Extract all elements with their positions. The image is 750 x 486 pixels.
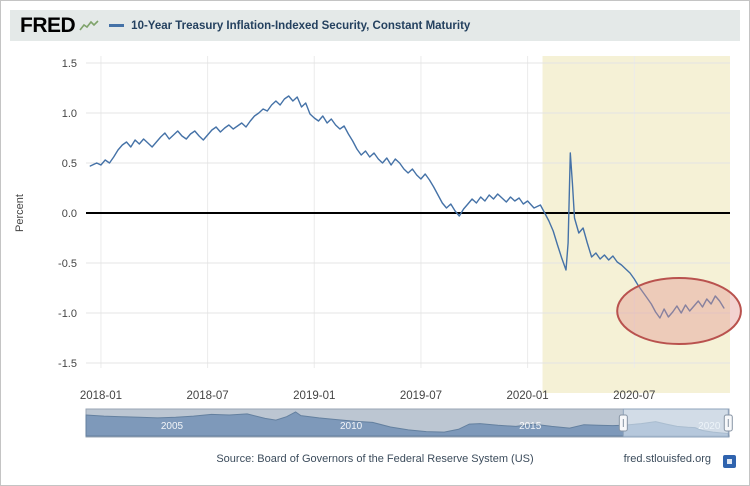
y-tick-label: 0.5 — [62, 158, 77, 170]
x-tick-label: 2020-07 — [613, 390, 655, 402]
y-tick-label: 1.0 — [62, 108, 77, 120]
x-tick-label: 2019-07 — [400, 390, 442, 402]
y-tick-label: 0.0 — [62, 208, 77, 220]
source-text: Source: Board of Governors of the Federa… — [216, 453, 534, 465]
y-tick-label: 1.5 — [62, 58, 77, 70]
highlight-region — [542, 56, 730, 393]
slider-selection[interactable] — [622, 408, 729, 438]
x-tick-label: 2019-01 — [293, 390, 335, 402]
y-tick-label: -1.5 — [58, 358, 77, 370]
annotation-ellipse — [616, 277, 742, 345]
fred-logo: FRED — [20, 13, 76, 37]
x-tick-label: 2018-01 — [80, 390, 122, 402]
series-legend-swatch — [109, 24, 125, 27]
y-axis-title: Percent — [14, 194, 26, 232]
slider-year-label: 2015 — [519, 421, 542, 432]
site-link[interactable]: fred.stlouisfed.org — [623, 453, 711, 465]
y-tick-label: -0.5 — [58, 258, 77, 270]
slider-year-label: 2010 — [340, 421, 363, 432]
main-chart-svg: 2018-01 2018-07 2019-01 2019-07 2020-01 2020-… — [14, 56, 742, 402]
x-tick-label: 2018-07 — [186, 390, 228, 402]
chart-title: 10-Year Treasury Inflation-Indexed Secur… — [131, 19, 471, 32]
slider-year-label: 2005 — [161, 421, 184, 432]
fred-sparkline-icon — [79, 19, 99, 30]
y-tick-label: -1.0 — [58, 308, 77, 320]
chart-header: FRED 10-Year Treasury Inflation-Indexed … — [10, 10, 740, 41]
sparkline-path — [79, 19, 99, 30]
range-slider[interactable]: 2005201020152020 — [10, 408, 742, 438]
corner-icon-inner — [727, 459, 732, 464]
corner-icon — [723, 455, 736, 468]
series-line — [89, 95, 725, 319]
x-tick-label: 2020-01 — [506, 390, 548, 402]
